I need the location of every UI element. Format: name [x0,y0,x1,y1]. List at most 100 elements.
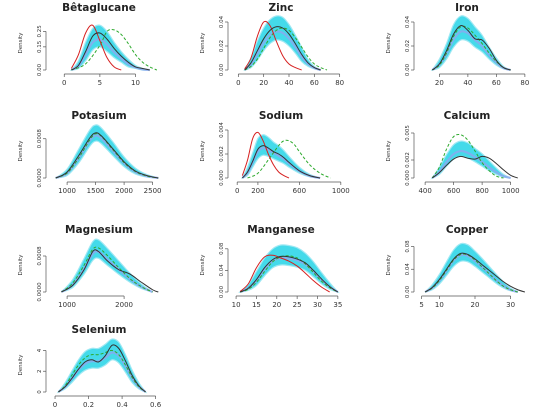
x-tick-label: 80 [520,79,529,87]
x-tick-label: 800 [475,187,488,195]
band-center-line [431,149,511,180]
observed-density-line [431,25,511,71]
chart-calcium: Calcium Density 400 600 800 1000 0.000 0.002 0.0… [386,110,520,195]
y-tick-label: 0.25 [37,25,43,38]
observed-density-line [424,252,526,293]
chart-title: Manganese [247,224,315,236]
x-tick-label: 1000 [502,187,520,195]
observed-density-line [244,26,321,71]
dashed-density-line [424,253,518,293]
x-tick-label: 20 [272,301,281,309]
y-axis-label: Density [18,140,24,162]
x-tick-label: 0 [235,187,239,195]
panel-magnesium: Magnesium Density 1000 2000 0.0000 0.0008 [10,222,172,314]
y-tick-label: 0.02 [405,40,411,52]
panel-zinc: Zinc Density 0 20 40 60 80 0.00 0.02 0.04 [192,0,354,92]
panel-iron: Iron Density 20 40 60 80 0.00 0.02 0.04 [378,0,540,92]
chart-manganese: Manganese Density 10 15 20 25 30 35 0.00 0.04 0.08 [200,224,342,309]
y-tick-label: 0.00 [37,63,43,76]
x-tick-label: 60 [492,79,501,87]
x-tick-label: 1000 [58,301,76,309]
y-tick-label: 0.005 [405,125,411,141]
x-tick-label: 30 [313,301,322,309]
x-tick-label: 30 [506,301,515,309]
x-tick-label: 400 [418,187,431,195]
chart-title: Iron [455,2,479,14]
x-tick-label: 0.2 [83,401,94,409]
x-tick-label: 5 [98,79,102,87]
y-tick-label: 0.000 [219,170,225,186]
y-axis-label: Density [18,32,24,54]
bootstrap-band [60,238,153,293]
y-tick-label: 0.04 [219,264,225,277]
x-tick-label: 35 [333,301,342,309]
y-tick-label: 0.0008 [37,129,43,149]
x-tick-label: 10 [232,301,241,309]
x-tick-label: 10 [435,301,444,309]
dashed-density-line [239,255,339,293]
y-tick-label: 0.00 [219,63,225,76]
y-axis-label: Density [386,254,392,276]
y-axis-label: Density [200,140,206,162]
observed-density-line [431,155,518,179]
chart-sodium: Sodium Density 0 200 600 1000 0.000 0.002 0.004 [200,110,350,195]
dashed-density-line [431,133,504,179]
chart-title: Selenium [72,324,127,336]
red-density-line [239,254,330,293]
chart-title: Potasium [71,110,126,122]
x-tick-label: 1500 [87,187,105,195]
x-tick-label: 0 [53,401,57,409]
dashed-density-line [431,25,511,71]
x-tick-label: 0.4 [117,401,129,409]
panel-sodium: Sodium Density 0 200 600 1000 0.000 0.002 0.004 [192,108,354,200]
y-tick-label: 0.0008 [37,246,43,266]
red-density-line [244,20,302,71]
x-tick-label: 20 [259,79,268,87]
x-tick-label: 20 [471,301,480,309]
chart-magnesium: Magnesium Density 1000 2000 0.0000 0.0008 [18,224,159,309]
y-axis-label: Density [386,32,392,54]
panel-calcium: Calcium Density 400 600 800 1000 0.000 0.002 0.0… [378,108,540,200]
dashed-density-line [71,28,158,71]
bootstrap-band [243,15,321,72]
chart-zinc: Zinc Density 0 20 40 60 80 0.00 0.02 0.04 [200,2,344,87]
y-tick-label: 0.00 [405,285,411,298]
y-tick-label: 0.04 [405,15,411,28]
x-tick-label: 15 [252,301,261,309]
y-tick-label: 0.004 [219,122,225,138]
x-tick-label: 2000 [115,301,133,309]
y-tick-label: 0.15 [37,40,43,53]
chart-iron: Iron Density 20 40 60 80 0.00 0.02 0.04 [386,2,529,87]
x-tick-label: 20 [435,79,444,87]
panel-copper: Copper Density 5 10 20 30 0.00 0.04 0.08 [378,222,540,314]
x-tick-label: 200 [251,187,264,195]
observed-density-line [71,32,150,71]
observed-density-line [55,132,159,179]
y-tick-label: 4 [37,348,43,352]
y-tick-label: 0 [37,390,43,394]
chart-title: Calcium [444,110,491,122]
x-tick-label: 1000 [332,187,350,195]
panel-selenium: Selenium Density 0 0.2 0.4 0.6 0 2 4 [10,322,172,414]
x-tick-label: 80 [335,79,344,87]
chart-title: Bêtaglucane [62,2,136,14]
dashed-density-line [61,246,153,293]
bootstrap-band [56,338,148,394]
y-tick-label: 0.08 [405,240,411,253]
band-center-line [239,256,339,294]
y-tick-label: 0.08 [219,242,225,255]
y-tick-label: 0.00 [405,63,411,76]
chart-title: Magnesium [65,224,133,236]
red-density-line [70,24,122,71]
y-axis-label: Density [18,354,24,376]
x-tick-label: 0 [236,79,240,87]
y-axis-label: Density [200,254,206,276]
x-tick-label: 40 [285,79,294,87]
y-tick-label: 2 [37,369,43,373]
x-tick-label: 600 [293,187,306,195]
y-tick-label: 0.002 [219,146,225,162]
band-center-line [243,30,322,72]
x-tick-label: 25 [293,301,302,309]
panel-potasium: Potasium Density 1000 1500 2000 2500 0.0000 0.0… [10,108,172,200]
